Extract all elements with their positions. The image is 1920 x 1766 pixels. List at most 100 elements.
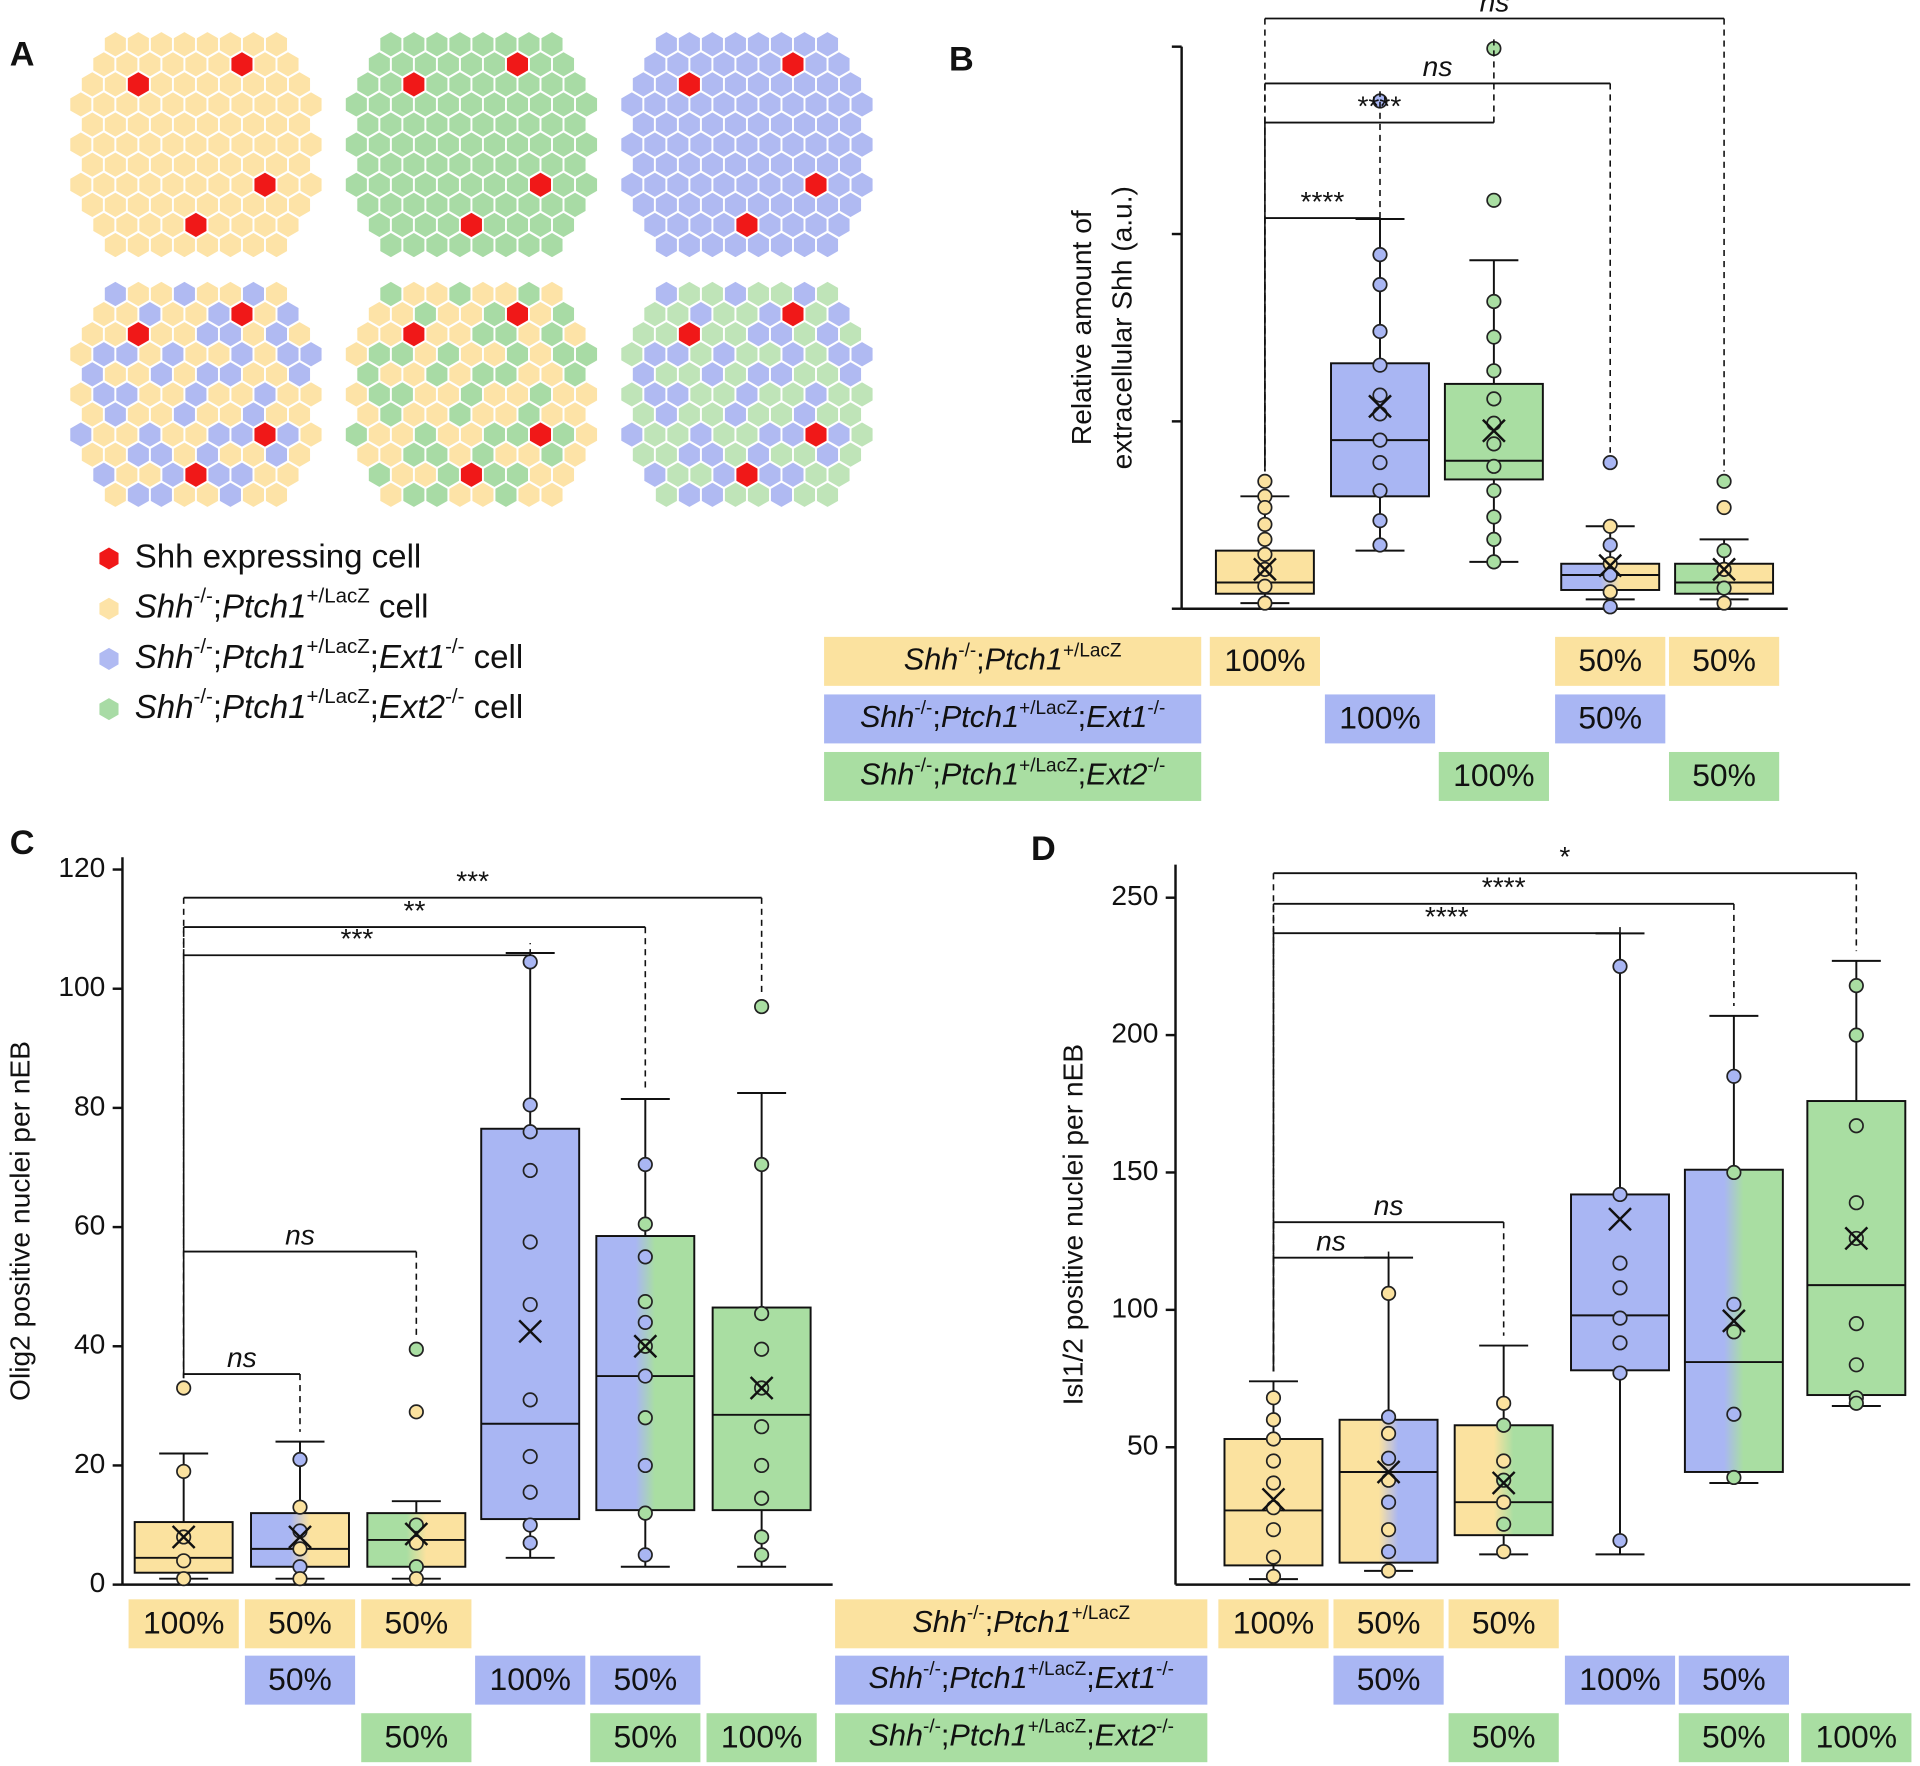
- text-segment: -/-: [194, 685, 213, 708]
- text-segment: ;: [213, 588, 222, 625]
- hex-cell: [195, 481, 220, 509]
- hex-cell: [470, 481, 495, 509]
- box: [1338, 1418, 1439, 1564]
- cell-bg: [1555, 694, 1666, 744]
- hex-cell: [493, 231, 518, 259]
- text-segment: cell: [464, 689, 523, 726]
- legend-label: Shh-/-;Ptch1+/LacZ;Ext2-/- cell: [135, 685, 524, 726]
- data-point: [1372, 454, 1388, 471]
- text-segment: ;: [976, 642, 985, 676]
- text-segment: +/LacZ: [1028, 1659, 1087, 1680]
- legend-marker: [99, 647, 119, 670]
- cell-bg: [1448, 1713, 1559, 1763]
- data-point: [1602, 454, 1618, 471]
- hex-cell: [677, 231, 702, 259]
- data-point: [522, 1517, 538, 1533]
- data-point: [408, 1404, 424, 1420]
- hex-cell: [241, 481, 266, 509]
- cell-bg: [1678, 1713, 1789, 1763]
- data-point: [1372, 537, 1388, 553]
- data-point: [1265, 1412, 1282, 1428]
- y-tick-label: 250: [1111, 880, 1158, 911]
- mean-marker: [1712, 557, 1736, 582]
- data-point: [522, 1484, 538, 1500]
- text-segment: Shh: [912, 1605, 966, 1639]
- cell-bg: [1333, 1599, 1444, 1649]
- cell-text: 100%: [1339, 700, 1420, 736]
- text-segment: Shh: [860, 758, 914, 792]
- data-point: [1257, 499, 1273, 516]
- data-point: [292, 1541, 308, 1557]
- legend-label: Shh expressing cell: [135, 538, 422, 575]
- data-point: [1726, 1469, 1742, 1486]
- cell-bg: [1678, 1655, 1789, 1705]
- data-point: [1380, 1450, 1397, 1466]
- text-segment: ;: [1078, 700, 1087, 734]
- data-point: [1265, 1522, 1282, 1538]
- y-tick-label: 0: [90, 1567, 106, 1598]
- cell-text: 50%: [1472, 1604, 1536, 1640]
- cell-text: 100%: [1816, 1718, 1897, 1754]
- data-point: [1486, 293, 1502, 310]
- hex-cell: [516, 481, 541, 509]
- text-segment: ;: [1086, 1661, 1095, 1695]
- data-point: [1265, 1549, 1282, 1565]
- y-tick-label: 150: [1111, 1155, 1158, 1186]
- box: [711, 1306, 812, 1512]
- data-point: [292, 1499, 308, 1515]
- text-segment: Ptch1: [949, 1661, 1027, 1695]
- y-tick-label: 100: [58, 971, 105, 1002]
- data-point: [1380, 1544, 1397, 1560]
- panel-label: D: [1031, 830, 1056, 868]
- row-label: Shh-/-;Ptch1+/LacZ;Ext2-/-: [869, 1716, 1174, 1753]
- cell-bg: [1218, 1599, 1329, 1649]
- text-segment: +/LacZ: [307, 585, 370, 608]
- cell-text: 100%: [1233, 1604, 1314, 1640]
- y-axis-label: Olig2 positive nuclei per nEB: [4, 1041, 35, 1401]
- row-label: Shh-/-;Ptch1+/LacZ;Ext1-/-: [869, 1659, 1174, 1696]
- y-tick-label: 120: [58, 852, 105, 883]
- data-point: [1726, 1068, 1742, 1084]
- text-segment: Ext1: [1086, 700, 1147, 734]
- data-point: [1612, 1255, 1628, 1271]
- text-segment: Ptch1: [949, 1719, 1027, 1753]
- text-segment: Ptch1: [941, 758, 1019, 792]
- text-segment: Ptch1: [985, 642, 1063, 676]
- data-point: [1612, 958, 1628, 974]
- text-segment: ;: [941, 1661, 950, 1695]
- legend-marker: [99, 597, 119, 620]
- text-segment: ;: [932, 758, 941, 792]
- text-segment: Ext1: [1095, 1661, 1156, 1695]
- y-tick-label: 20: [74, 1448, 105, 1479]
- data-point: [637, 1368, 653, 1384]
- hex-cell: [218, 231, 243, 259]
- legend-marker: [99, 698, 119, 721]
- data-point: [1372, 483, 1388, 499]
- data-point: [1265, 1475, 1282, 1491]
- text-segment: Ptch1: [222, 639, 307, 676]
- hex-cell: [769, 481, 794, 509]
- text-segment: Shh: [135, 689, 194, 726]
- cell-bg: [1564, 1655, 1676, 1705]
- hex-cell: [677, 481, 702, 509]
- y-tick-label: 50: [1127, 1430, 1158, 1461]
- mean-marker: [171, 1525, 196, 1549]
- text-segment: +/LacZ: [1019, 755, 1078, 776]
- y-tick-label: 80: [74, 1090, 105, 1121]
- data-point: [522, 1162, 538, 1179]
- data-point: [1726, 1296, 1742, 1312]
- cell-text: 50%: [1357, 1604, 1421, 1640]
- row-label-bg: [824, 694, 1202, 744]
- data-point: [1257, 546, 1273, 562]
- cell-text: 100%: [143, 1604, 224, 1640]
- hex-cell: [149, 481, 174, 509]
- cell-bg: [1438, 751, 1549, 801]
- data-point: [1372, 323, 1388, 340]
- cell-text: 100%: [1453, 757, 1534, 793]
- cell-text: 50%: [384, 1718, 448, 1754]
- mean-marker: [288, 1525, 312, 1549]
- hex-cell: [195, 231, 220, 259]
- box: [1330, 362, 1430, 498]
- text-segment: -/-: [1156, 1716, 1174, 1737]
- text-segment: cell: [464, 639, 523, 676]
